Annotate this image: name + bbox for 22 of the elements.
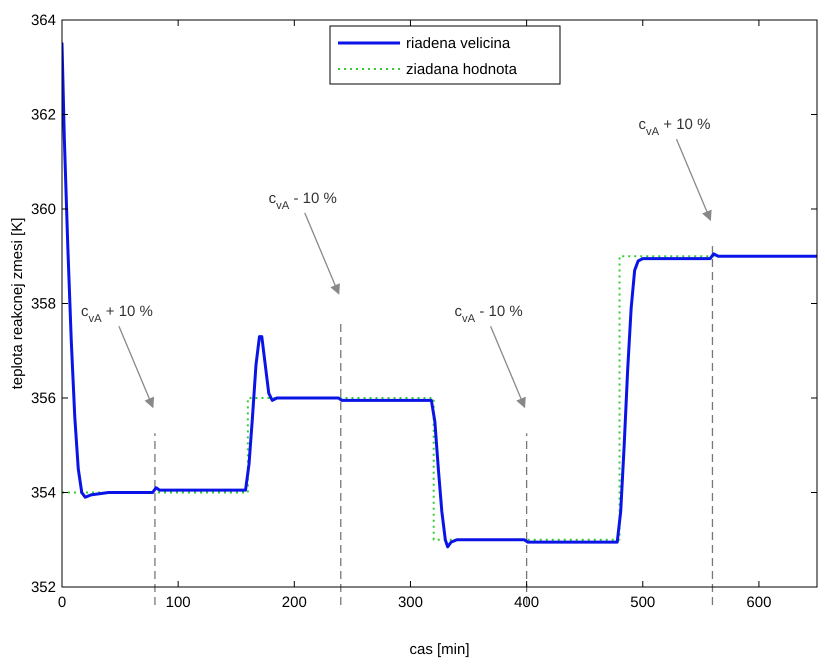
x-tick-label: 500 — [630, 594, 656, 611]
annotation: c$_{vA}$ - 10 % — [454, 303, 523, 326]
legend-label: riadena velicina — [406, 35, 511, 52]
y-tick-label: 356 — [30, 390, 56, 407]
x-tick-label: 200 — [282, 594, 307, 611]
legend-label: ziadana hodnota — [406, 61, 518, 78]
x-tick-label: 400 — [514, 594, 540, 611]
y-tick-label: 362 — [30, 106, 56, 124]
x-tick-label: 600 — [746, 594, 772, 611]
y-axis-title: teplota reakcnej zmesi [K] — [9, 218, 26, 390]
annotation: c$_{vA}$ - 10 % — [268, 190, 337, 212]
y-tick-label: 360 — [30, 201, 56, 218]
x-tick-label: 100 — [166, 594, 191, 611]
annotation: c$_{vA}$ + 10 % — [80, 303, 153, 326]
y-tick-label: 354 — [30, 484, 56, 502]
y-tick-label: 364 — [30, 12, 56, 29]
x-tick-label: 0 — [58, 594, 66, 611]
annotation: c$_{vA}$ + 10 % — [638, 116, 710, 138]
x-axis-title: cas [min] — [409, 641, 470, 658]
x-tick-label: 300 — [398, 594, 423, 611]
y-tick-label: 358 — [30, 296, 56, 312]
y-tick-label: 352 — [30, 579, 56, 596]
